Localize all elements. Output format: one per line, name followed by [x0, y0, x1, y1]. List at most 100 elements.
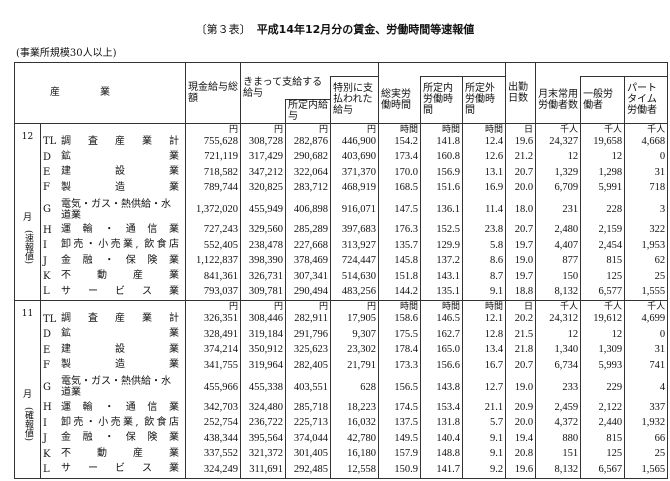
- value-cell: 156.9: [420, 165, 464, 181]
- value-cell: 308,446: [240, 312, 286, 328]
- table-row: J 金融・保険業 1,122,837 398,390 378,469 724,447 14…: [15, 253, 669, 270]
- value-cell: 6,567: [580, 462, 626, 479]
- header-scheduled-wage: 所定内給与: [285, 98, 331, 124]
- value-cell: 325,623: [285, 342, 331, 359]
- unit-label: 千人: [580, 122, 626, 135]
- industry-cell: G 電気・ガス・熱供給・水道業: [40, 373, 186, 401]
- header-days: 出勤日数: [505, 62, 537, 124]
- value-cell: 252,754: [185, 415, 241, 432]
- value-cell: 19.6: [505, 134, 537, 150]
- value-cell: 12.8: [462, 327, 507, 343]
- industry-code: D: [43, 329, 52, 341]
- value-cell: 18.8: [505, 284, 537, 301]
- industry-code: I: [43, 240, 47, 252]
- industry-code: J: [43, 433, 48, 445]
- industry-code: TL: [43, 313, 57, 325]
- value-cell: 157.9: [378, 446, 422, 463]
- value-cell: 438,344: [185, 431, 241, 447]
- value-cell: 0: [624, 327, 669, 343]
- value-cell: 282,405: [285, 358, 331, 374]
- value-cell: 285,289: [285, 223, 331, 239]
- value-cell: 153.4: [420, 400, 464, 416]
- value-cell: 66: [624, 431, 669, 447]
- industry-code: G: [43, 204, 51, 216]
- value-cell: 31: [624, 342, 669, 359]
- value-cell: 321,372: [240, 446, 286, 463]
- industry-cell: H 運輸・通信業: [40, 400, 186, 416]
- industry-cell: D 鉱業: [40, 327, 186, 343]
- unit-label: 円: [240, 122, 286, 135]
- value-cell: 19.7: [505, 269, 537, 285]
- value-cell: 793,037: [185, 284, 241, 301]
- value-cell: 326,731: [240, 269, 286, 285]
- value-cell: 455,949: [240, 196, 286, 224]
- table-row: I 卸売・小売業, 飲食店 552,405 238,478 227,668 313,92…: [15, 238, 669, 254]
- value-cell: 2,440: [580, 415, 626, 432]
- value-cell: 342,703: [185, 400, 241, 416]
- value-cell: 313,927: [329, 238, 380, 254]
- industry-cell: E 建設業: [40, 165, 186, 181]
- value-cell: 1,953: [624, 238, 669, 254]
- value-cell: 341,755: [185, 358, 241, 374]
- table-number: 〔第３表〕: [195, 23, 251, 36]
- value-cell: 337,552: [185, 446, 241, 463]
- value-cell: 0: [624, 149, 669, 166]
- value-cell: 718,582: [185, 165, 241, 181]
- value-cell: 468,919: [329, 180, 380, 197]
- value-cell: 12.6: [462, 149, 507, 166]
- value-cell: 175.5: [378, 327, 422, 343]
- industry-name: 電気・ガス・熱供給・水道業: [61, 198, 171, 221]
- value-cell: 31: [624, 165, 669, 181]
- header-hours-group: [378, 62, 507, 77]
- value-cell: 145.8: [378, 253, 422, 270]
- value-cell: 9.1: [462, 431, 507, 447]
- unit-label: 円: [185, 122, 241, 135]
- value-cell: 158.6: [378, 312, 422, 328]
- unit-label: 時間: [420, 122, 464, 135]
- value-cell: 916,071: [329, 196, 380, 224]
- value-cell: 4,699: [624, 312, 669, 328]
- value-cell: 880: [535, 431, 582, 447]
- header-overtime-hours: 所定外労働時間: [462, 76, 507, 124]
- value-cell: 231: [535, 196, 582, 224]
- value-cell: 1,565: [624, 462, 669, 479]
- value-cell: 347,212: [240, 165, 286, 181]
- industry-name: 卸売・小売業, 飲食店: [61, 416, 179, 428]
- industry-name: 運輸・通信業: [61, 401, 179, 413]
- value-cell: 146.5: [420, 312, 464, 328]
- month-label: 月: [22, 212, 32, 223]
- header-scheduled-hours: 所定内労働時間: [420, 76, 464, 124]
- value-cell: 8,132: [535, 284, 582, 301]
- value-cell: 4,407: [535, 238, 582, 254]
- value-cell: 324,249: [185, 462, 241, 479]
- industry-cell: F 製造業: [40, 180, 186, 197]
- value-cell: 326,351: [185, 312, 241, 328]
- value-cell: 371,370: [329, 165, 380, 181]
- table-row: L サービス業 324,249 311,691 292,485 12,558 150.9 1…: [15, 462, 669, 479]
- value-cell: 141.8: [420, 134, 464, 150]
- industry-cell: G 電気・ガス・熱供給・水道業: [40, 196, 186, 224]
- value-cell: 19.6: [505, 462, 537, 479]
- table-row: TL 調査産業計 326,351 308,446 282,911 17,905 158.6…: [15, 312, 669, 328]
- industry-name: 製造業: [61, 181, 179, 193]
- value-cell: 483,256: [329, 284, 380, 301]
- value-cell: 144.2: [378, 284, 422, 301]
- value-cell: 19.0: [505, 253, 537, 270]
- table-row: E 建設業 374,214 350,912 325,623 23,302 178.4 165…: [15, 342, 669, 359]
- period-label: 12 月 (速報値): [14, 122, 41, 301]
- value-cell: 129.9: [420, 238, 464, 254]
- value-cell: 4,668: [624, 134, 669, 150]
- value-cell: 5.8: [462, 238, 507, 254]
- value-cell: 136.1: [420, 196, 464, 224]
- value-cell: 12: [580, 327, 626, 343]
- industry-cell: L サービス業: [40, 284, 186, 301]
- value-cell: 165.0: [420, 342, 464, 359]
- value-cell: 5.7: [462, 415, 507, 432]
- value-cell: 151.8: [378, 269, 422, 285]
- value-cell: 13.4: [462, 342, 507, 359]
- industry-code: K: [43, 271, 51, 283]
- industry-cell: J 金融・保険業: [40, 431, 186, 447]
- table-row: F 製造業 789,744 320,825 283,712 468,919 168.5 15…: [15, 180, 669, 197]
- value-cell: 406,898: [285, 196, 331, 224]
- status-label: (確報値): [23, 407, 33, 442]
